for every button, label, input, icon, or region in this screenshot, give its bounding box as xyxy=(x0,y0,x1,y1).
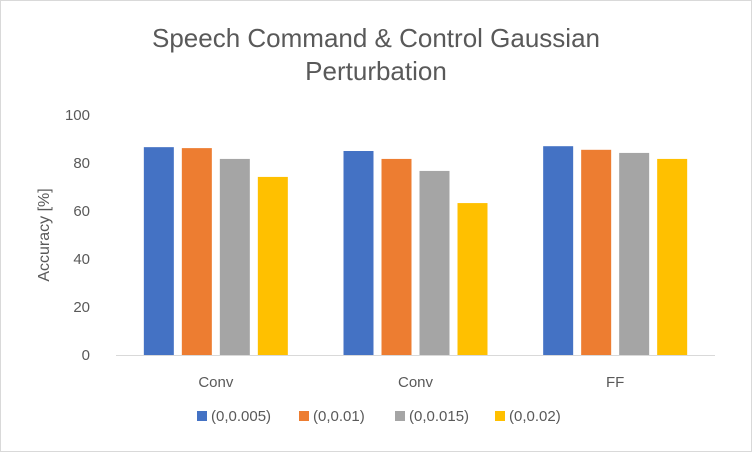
chart-title-line-1: Speech Command & Control Gaussian xyxy=(151,23,600,53)
chart-title-line-2: Perturbation xyxy=(305,56,447,86)
bar xyxy=(419,170,450,355)
bar xyxy=(657,158,688,355)
bar-group xyxy=(143,146,688,355)
legend-label: (0,0.005) xyxy=(211,408,271,425)
y-axis-label: Accuracy [%] xyxy=(36,188,53,281)
y-tick-label: 40 xyxy=(73,251,90,268)
legend-label: (0,0.015) xyxy=(409,408,469,425)
bar xyxy=(619,152,650,355)
legend-label: (0,0.02) xyxy=(509,408,561,425)
bar xyxy=(219,158,250,355)
legend: (0,0.005) (0,0.01) (0,0.015) (0,0.02) xyxy=(197,408,561,425)
bar xyxy=(381,158,412,355)
y-tick-label: 20 xyxy=(73,299,90,316)
x-category-label: Conv xyxy=(198,374,234,391)
legend-swatch xyxy=(197,411,207,421)
bar xyxy=(543,146,574,355)
legend-swatch xyxy=(395,411,405,421)
legend-swatch xyxy=(495,411,505,421)
legend-swatch xyxy=(299,411,309,421)
y-tick-label: 80 xyxy=(73,155,90,172)
y-tick-label: 60 xyxy=(73,203,90,220)
bar xyxy=(343,151,374,355)
bar xyxy=(457,203,488,355)
x-category-label: Conv xyxy=(398,374,434,391)
y-tick-label: 100 xyxy=(65,107,90,124)
y-tick-label: 0 xyxy=(82,347,90,364)
bar xyxy=(257,176,288,355)
bar xyxy=(143,147,174,355)
x-axis-categories: Conv Conv FF xyxy=(198,374,624,391)
y-axis-ticks: 0 20 40 60 80 100 xyxy=(65,107,90,364)
x-category-label: FF xyxy=(606,374,624,391)
bar xyxy=(581,149,612,355)
legend-label: (0,0.01) xyxy=(313,408,365,425)
chart-title: Speech Command & Control Gaussian Pertur… xyxy=(0,22,752,88)
bar xyxy=(181,148,212,355)
